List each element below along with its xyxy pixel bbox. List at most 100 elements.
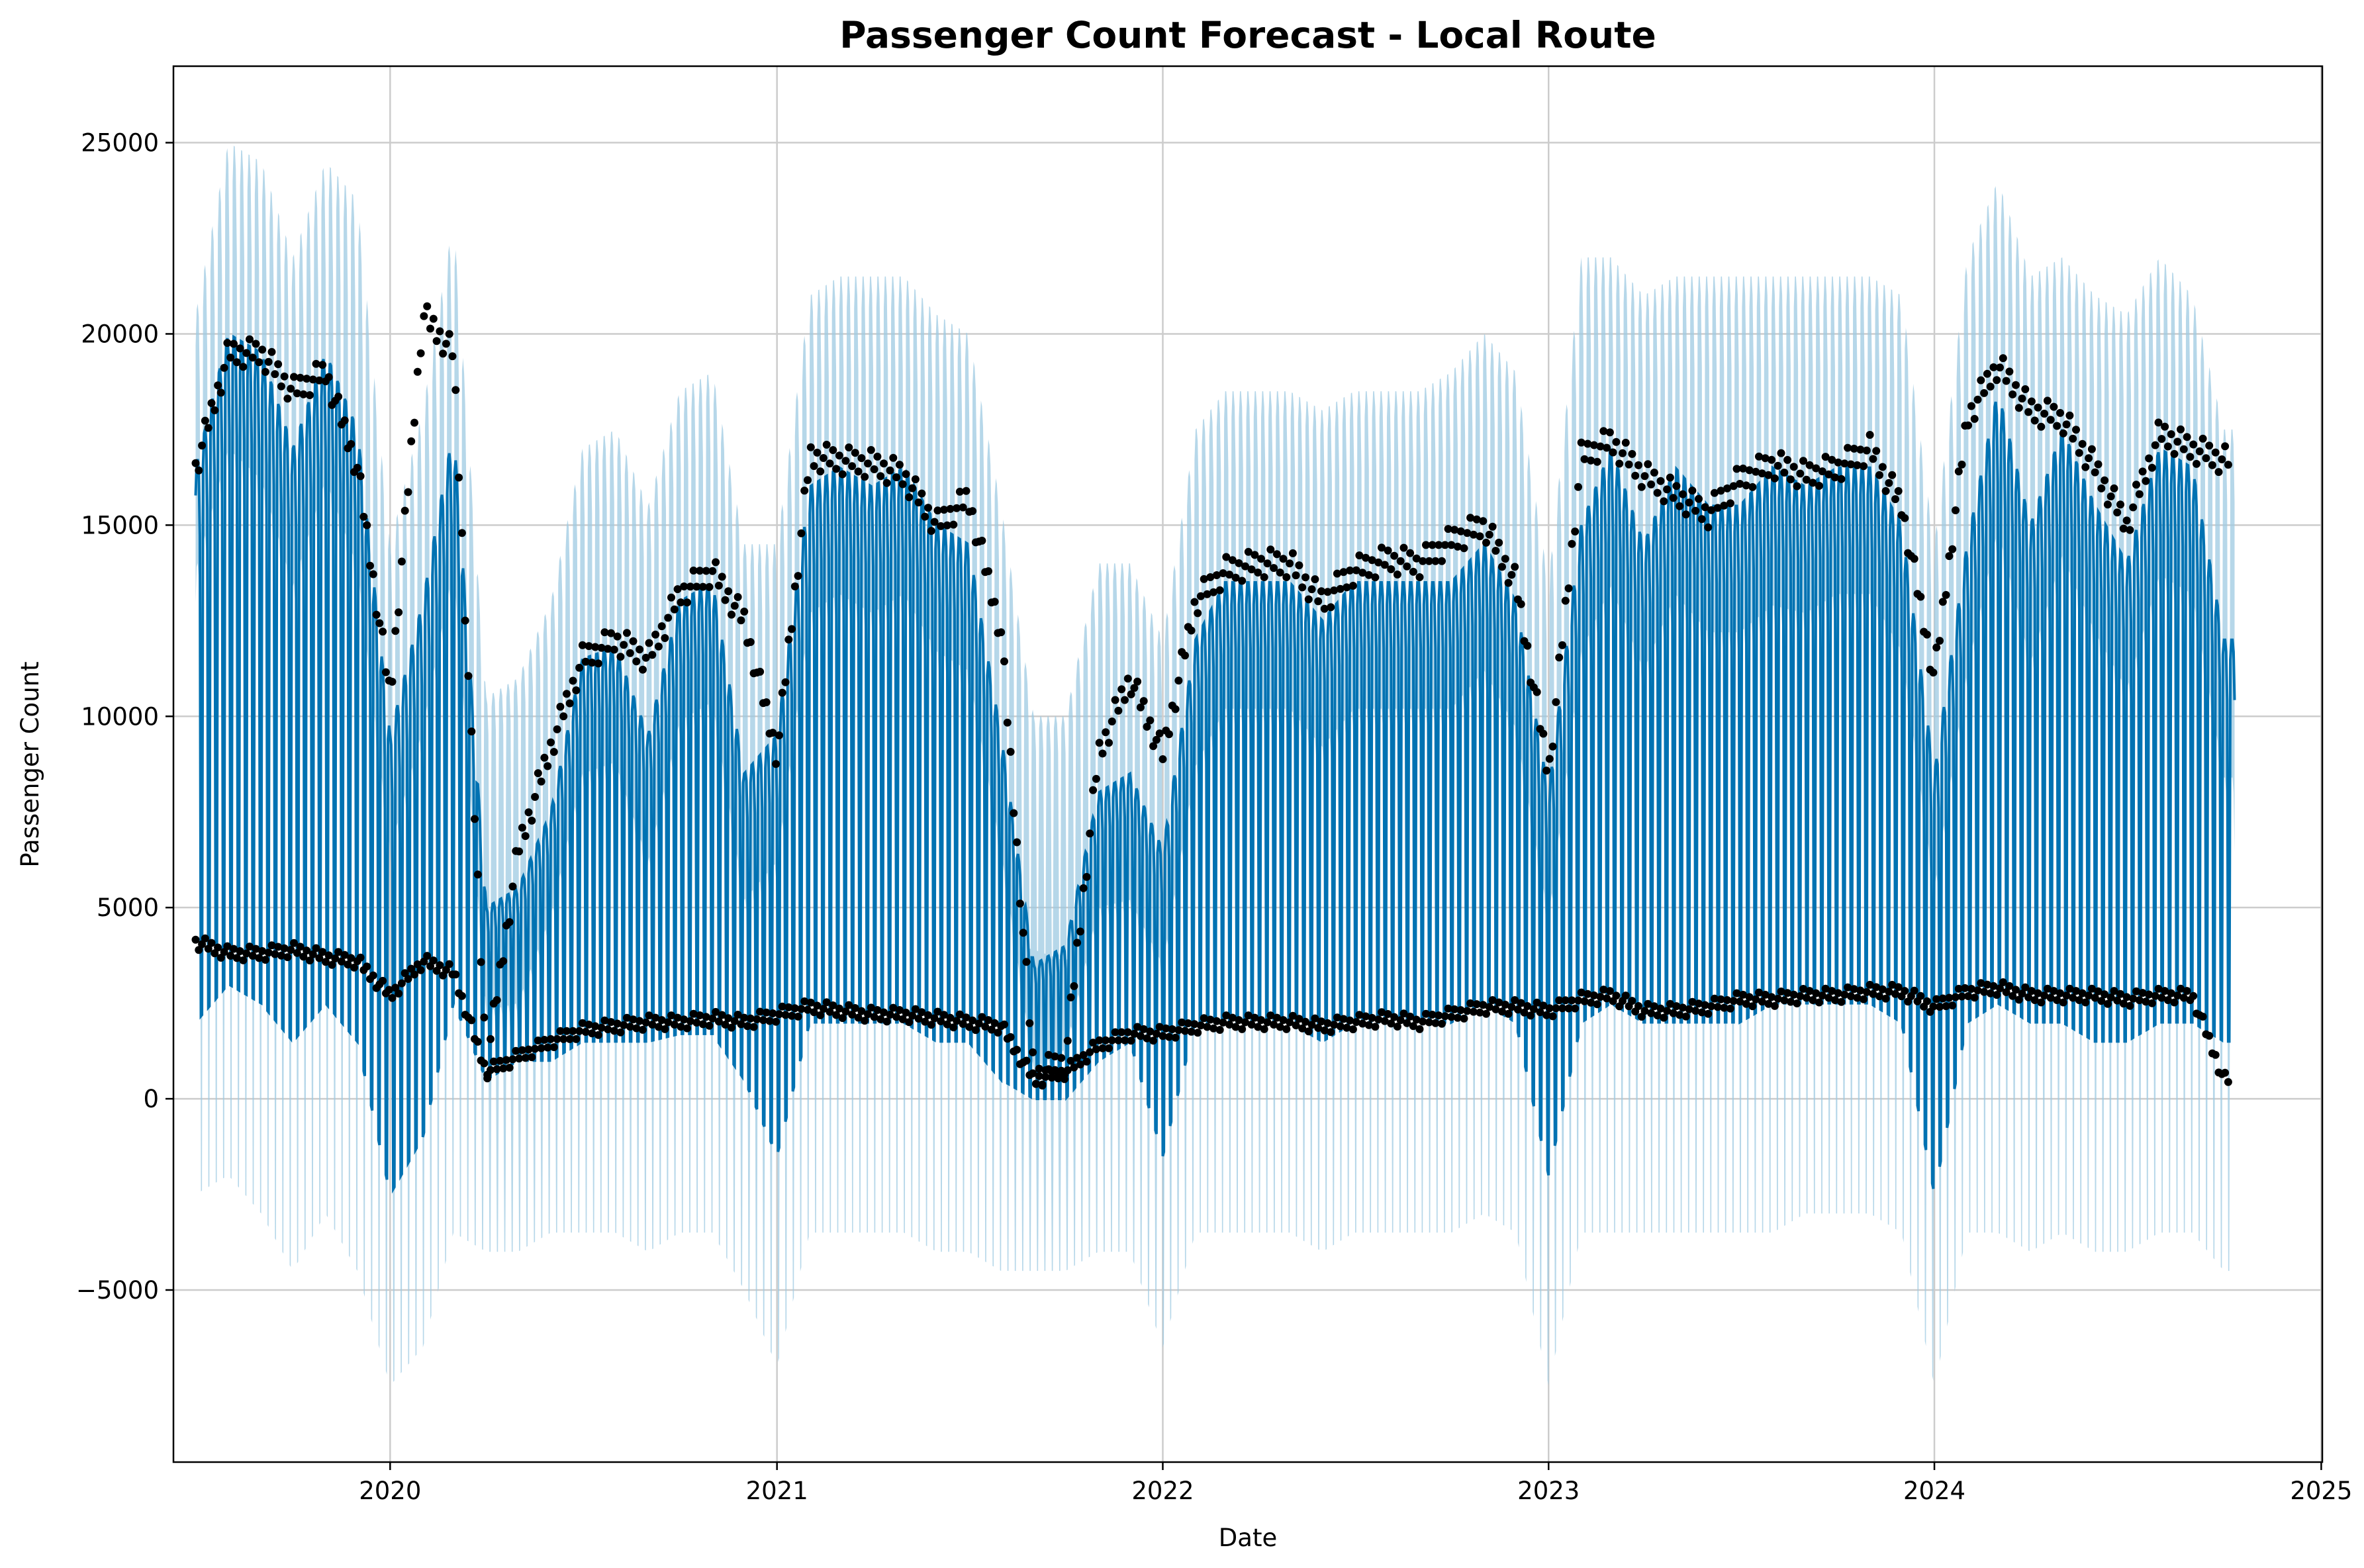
observed-point-weekday (1282, 573, 1291, 581)
observed-point-weekend (1206, 1015, 1215, 1024)
observed-point-weekend (2078, 989, 2087, 997)
observed-point-weekend (769, 1009, 777, 1017)
observed-point-weekend (1406, 1012, 1415, 1021)
observed-point-weekend (613, 1019, 622, 1028)
observed-point-weekday (1834, 458, 1842, 467)
observed-point-weekend (1355, 1011, 1364, 1019)
observed-point-weekday (1853, 461, 1862, 469)
observed-point-weekday (2085, 454, 2093, 463)
observed-point-weekend (1745, 993, 1754, 1001)
observed-point-weekend (1533, 998, 1541, 1007)
observed-point-weekday (1619, 449, 1627, 457)
observed-point-weekend (1000, 1020, 1008, 1029)
observed-point-weekend (2081, 998, 2090, 1007)
observed-point-weekday (1286, 559, 1294, 568)
observed-point-weekend (1999, 978, 2007, 986)
observed-point-weekend (1501, 1000, 1509, 1009)
observed-point-weekday (905, 493, 914, 502)
observed-point-weekend (724, 1014, 733, 1023)
observed-point-weekend (1691, 1007, 1700, 1015)
observed-point-weekend (591, 1022, 600, 1031)
observed-point-weekend (312, 944, 320, 952)
observed-point-weekend (1456, 1006, 1465, 1015)
observed-point-weekday (1844, 443, 1852, 452)
observed-point-weekday (1593, 457, 1601, 466)
observed-point-weekend (1695, 999, 1703, 1008)
observed-point-weekday (1758, 469, 1766, 478)
observed-point-weekend (1238, 1025, 1247, 1033)
observed-point-weekday (705, 582, 714, 591)
observed-point-weekend (1387, 1019, 1395, 1028)
observed-point-weekday (933, 506, 942, 515)
observed-point-weekday (220, 363, 228, 372)
observed-point-weekend (1384, 1010, 1392, 1018)
observed-point-weekend (927, 1021, 935, 1029)
observed-point-weekday (1491, 547, 1500, 555)
observed-point-weekday (1200, 575, 1208, 583)
observed-point-weekend (1463, 1007, 1472, 1015)
observed-point-weekend (1412, 1015, 1421, 1024)
observed-point-weekday (1212, 571, 1221, 579)
observed-point-weekend (1158, 1032, 1167, 1040)
observed-point-weekday (810, 462, 818, 471)
observed-point-weekend (848, 1010, 857, 1019)
observed-point-weekday (698, 582, 707, 591)
observed-point-weekday (2040, 410, 2049, 418)
observed-point-weekday (730, 602, 739, 610)
observed-point-weekday (559, 712, 568, 721)
observed-point-weekend (331, 954, 340, 962)
observed-point-weekend (1707, 1002, 1716, 1011)
observed-point-weekday (1010, 809, 1018, 817)
observed-point-weekday (1035, 1064, 1043, 1073)
observed-point-weekday (1773, 461, 1782, 470)
observed-point-weekday (2110, 484, 2118, 492)
observed-point-weekend (940, 1011, 948, 1019)
observed-point-weekday (930, 518, 939, 526)
observed-point-weekend (1545, 1004, 1554, 1013)
observed-point-weekend (1270, 1021, 1278, 1029)
observed-point-weekend (714, 1017, 723, 1026)
observed-point-weekday (2211, 448, 2220, 457)
observed-point-weekday (553, 725, 561, 733)
observed-point-weekend (2142, 997, 2150, 1006)
observed-point-weekday (544, 762, 552, 770)
observed-point-weekday (2053, 422, 2061, 430)
observed-point-weekday (1171, 705, 1180, 714)
observed-point-weekend (728, 1023, 735, 1032)
observed-point-weekend (2021, 983, 2030, 992)
observed-point-weekday (528, 816, 536, 825)
observed-point-weekday (721, 596, 730, 604)
observed-point-weekend (401, 969, 409, 978)
observed-point-weekend (2126, 1001, 2134, 1010)
observed-point-weekday (924, 504, 932, 512)
observed-point-weekend (1755, 988, 1763, 997)
observed-point-weekday (873, 452, 882, 461)
observed-point-weekend (236, 947, 244, 955)
observed-point-weekend (937, 1017, 945, 1025)
observed-point-weekday (439, 349, 448, 358)
observed-point-weekend (1139, 1025, 1148, 1033)
observed-point-weekday (1789, 463, 1798, 471)
observed-point-weekday (1688, 486, 1697, 495)
observed-point-weekday (1929, 669, 1938, 677)
observed-point-weekday (1996, 363, 2004, 372)
observed-point-weekday (806, 443, 815, 451)
observed-point-weekday (1374, 558, 1383, 567)
observed-point-weekend (1225, 1021, 1234, 1029)
observed-point-weekday (2091, 468, 2099, 477)
observed-point-weekend (810, 1008, 818, 1017)
observed-point-weekday (2183, 433, 2191, 441)
observed-point-weekday (461, 616, 469, 625)
observed-point-weekend (1054, 1074, 1063, 1083)
observed-point-weekend (1653, 1011, 1662, 1020)
observed-point-weekend (524, 1045, 533, 1054)
observed-point-weekday (2170, 449, 2179, 458)
observed-point-weekend (1061, 1075, 1068, 1084)
observed-point-weekend (1006, 1033, 1015, 1041)
observed-point-weekend (2177, 984, 2185, 993)
observed-point-weekday (724, 587, 733, 596)
observed-point-weekend (632, 1024, 641, 1033)
observed-point-weekday (1517, 600, 1525, 608)
observed-point-weekday (1469, 530, 1478, 539)
observed-point-weekend (1799, 985, 1807, 993)
